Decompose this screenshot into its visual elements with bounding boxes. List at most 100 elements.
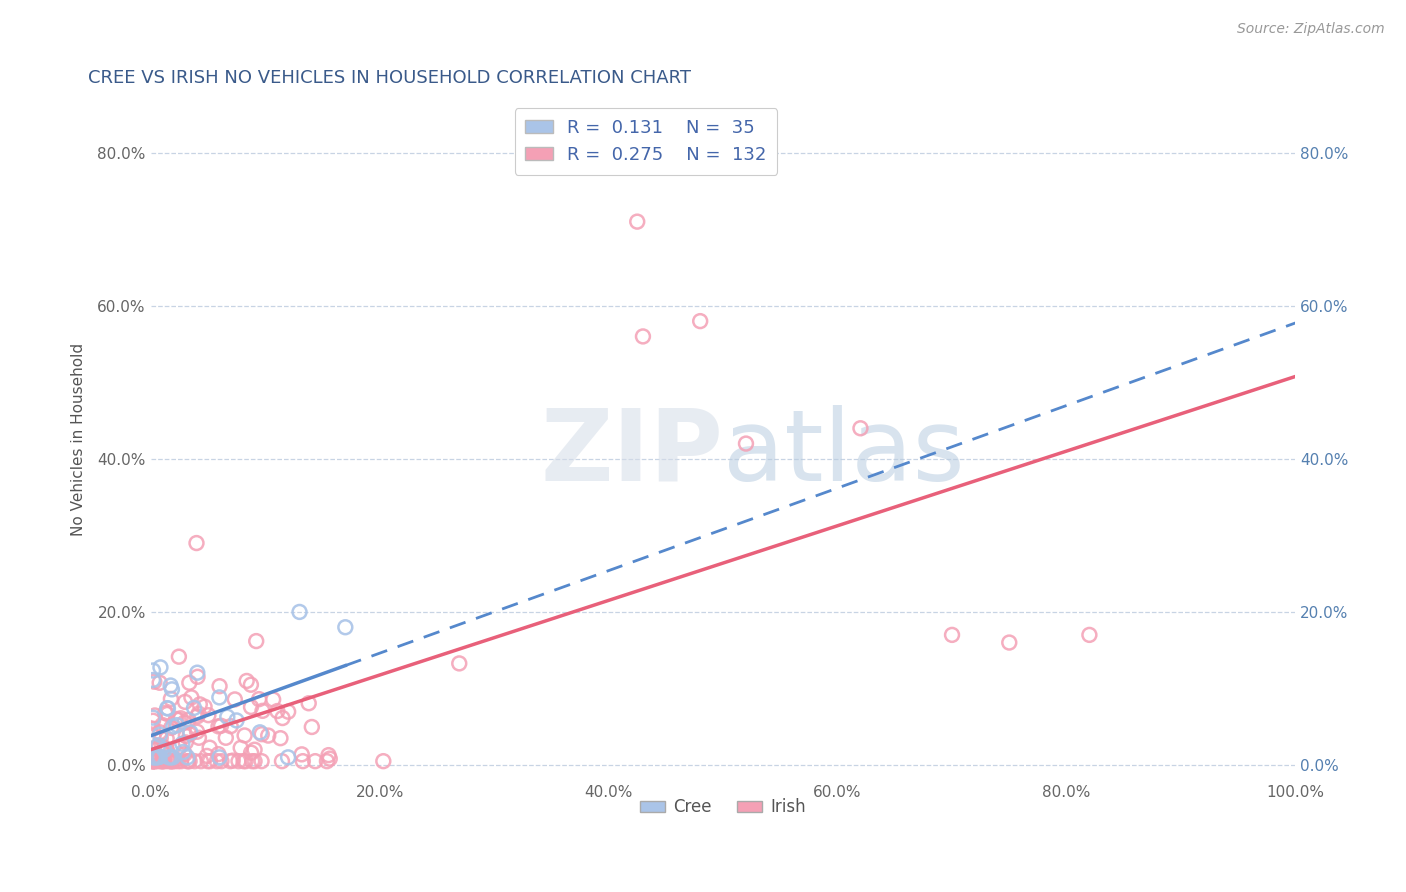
Point: [186, 709, 208, 723]
Point: [301, 720, 323, 734]
Point: [176, 750, 198, 764]
Point: [277, 705, 299, 719]
Point: [149, 731, 172, 745]
Point: [150, 718, 173, 732]
Point: [150, 754, 173, 768]
Point: [157, 754, 180, 768]
Point: [143, 708, 166, 723]
Point: [148, 740, 170, 755]
Point: [149, 725, 172, 739]
Point: [143, 754, 166, 768]
Point: [1078, 628, 1101, 642]
Point: [229, 740, 252, 755]
Point: [211, 754, 233, 768]
Point: [142, 711, 165, 725]
Point: [179, 675, 201, 690]
Point: [157, 750, 180, 764]
Point: [148, 739, 170, 753]
Point: [250, 754, 273, 768]
Point: [941, 628, 963, 642]
Point: [174, 729, 197, 743]
Point: [156, 731, 179, 746]
Point: [152, 754, 174, 768]
Point: [149, 728, 172, 742]
Point: [177, 713, 200, 727]
Point: [170, 754, 193, 768]
Point: [266, 704, 288, 718]
Point: [243, 742, 266, 756]
Point: [316, 754, 339, 768]
Point: [186, 724, 208, 739]
Point: [160, 754, 183, 768]
Point: [250, 727, 273, 741]
Point: [198, 754, 221, 768]
Point: [262, 692, 284, 706]
Point: [207, 747, 229, 761]
Point: [174, 735, 197, 749]
Point: [169, 739, 191, 754]
Point: [156, 706, 179, 721]
Point: [160, 754, 183, 768]
Point: [373, 754, 395, 768]
Point: [153, 740, 176, 755]
Point: [142, 754, 165, 768]
Point: [150, 745, 173, 759]
Point: [209, 719, 232, 733]
Point: [193, 699, 215, 714]
Point: [240, 700, 263, 714]
Point: [166, 718, 188, 732]
Point: [304, 754, 326, 768]
Point: [631, 329, 654, 343]
Point: [142, 754, 165, 768]
Point: [142, 722, 165, 736]
Point: [149, 660, 172, 674]
Point: [156, 744, 179, 758]
Text: Source: ZipAtlas.com: Source: ZipAtlas.com: [1237, 22, 1385, 37]
Point: [217, 710, 239, 724]
Point: [142, 750, 165, 764]
Point: [186, 536, 208, 550]
Point: [235, 673, 257, 688]
Point: [849, 421, 872, 435]
Point: [208, 679, 231, 693]
Point: [150, 739, 173, 754]
Point: [160, 754, 183, 768]
Point: [177, 754, 200, 768]
Point: [172, 737, 194, 751]
Legend: Cree, Irish: Cree, Irish: [634, 792, 813, 823]
Point: [146, 750, 169, 764]
Point: [167, 649, 190, 664]
Point: [626, 214, 648, 228]
Point: [271, 711, 294, 725]
Point: [145, 750, 167, 764]
Point: [208, 690, 231, 705]
Point: [197, 708, 219, 723]
Point: [449, 657, 471, 671]
Point: [228, 754, 250, 768]
Point: [186, 665, 208, 680]
Point: [159, 750, 181, 764]
Text: atlas: atlas: [723, 405, 965, 502]
Point: [174, 695, 197, 709]
Point: [156, 701, 179, 715]
Point: [183, 754, 205, 768]
Point: [197, 754, 219, 768]
Point: [179, 727, 201, 741]
Point: [195, 748, 218, 763]
Point: [240, 754, 263, 768]
Point: [167, 740, 190, 755]
Point: [207, 719, 229, 733]
Text: ZIP: ZIP: [540, 405, 723, 502]
Point: [232, 754, 254, 768]
Point: [152, 754, 174, 768]
Point: [173, 715, 195, 730]
Point: [271, 754, 294, 768]
Point: [165, 712, 187, 726]
Point: [188, 698, 211, 712]
Point: [160, 682, 183, 697]
Point: [245, 634, 267, 648]
Point: [159, 679, 181, 693]
Point: [162, 754, 184, 768]
Point: [142, 673, 165, 687]
Point: [183, 701, 205, 715]
